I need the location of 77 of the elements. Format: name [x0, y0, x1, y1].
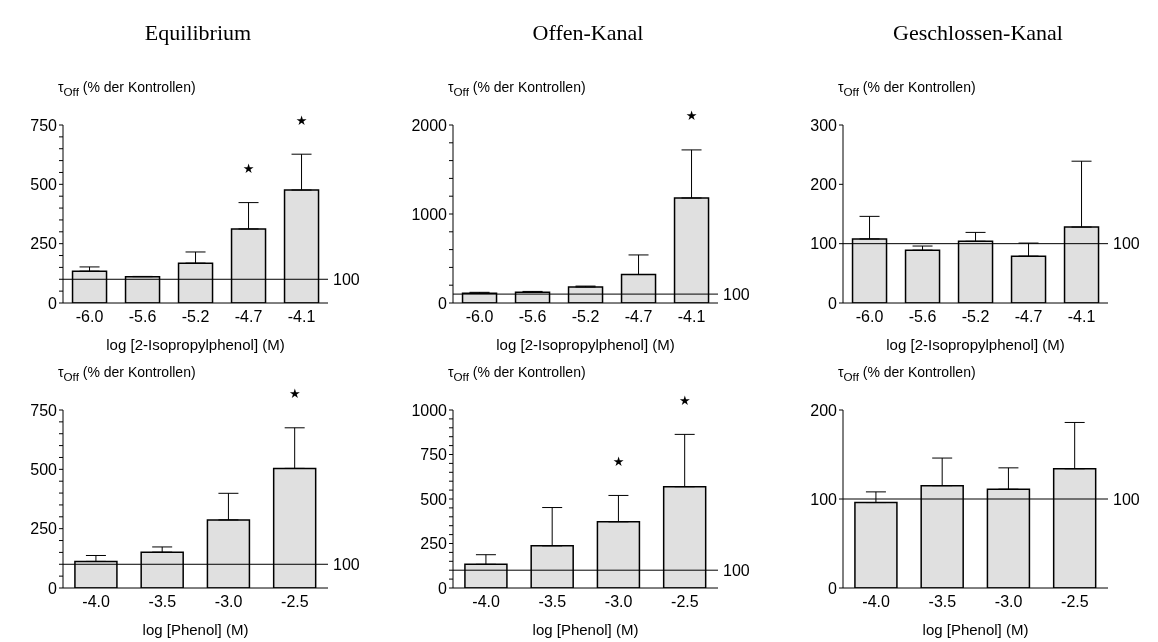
x-tick-label: -3.0 — [994, 593, 1023, 611]
x-axis-title: log [Phenol] (M) — [142, 621, 249, 638]
y-tick-label: 750 — [30, 401, 58, 419]
y-axis-title: τ$_{Off}$ (% der Kontrollen) — [58, 364, 196, 383]
x-tick-label: -6.0 — [75, 308, 104, 326]
y-axis-title: τ$_{Off}$ (% der Kontrollen) — [58, 79, 196, 98]
y-axis-title: τ$_{Off}$ (% der Kontrollen) — [838, 364, 976, 383]
x-tick-label: -4.7 — [234, 308, 263, 326]
x-axis-title: log [2-Isopropylphenol] (M) — [496, 336, 675, 353]
y-tick-label: 0 — [828, 579, 838, 597]
y-tick-label: 200 — [810, 401, 838, 419]
x-tick-label: -3.0 — [604, 593, 633, 611]
x-axis-title: log [2-Isopropylphenol] (M) — [886, 336, 1065, 353]
x-axis-title: log [Phenol] (M) — [922, 621, 1029, 638]
y-axis-title: τ$_{Off}$ (% der Kontrollen) — [838, 79, 976, 98]
y-tick-label: 1000 — [411, 205, 448, 223]
y-tick-label: 0 — [48, 579, 58, 597]
y-tick-label: 0 — [438, 294, 448, 312]
annotation: ★ — [242, 161, 255, 177]
x-tick-label: -6.0 — [465, 308, 494, 326]
chart-title: Geschlossen-Kanal — [892, 20, 1064, 46]
y-tick-label: 500 — [30, 461, 58, 479]
y-tick-label: 750 — [30, 116, 58, 134]
chart-title: Offen-Kanal — [531, 20, 645, 46]
x-tick-label: -4.7 — [624, 308, 653, 326]
y-tick-label: 250 — [420, 535, 448, 553]
chart-title: Equilibrium — [143, 20, 253, 46]
y-tick-label: 2000 — [411, 116, 448, 134]
x-tick-label: -3.5 — [928, 593, 957, 611]
y-tick-label: 250 — [30, 520, 58, 538]
x-tick-label: -4.0 — [82, 593, 111, 611]
y-tick-label: 100 — [810, 490, 838, 508]
x-tick-label: -4.0 — [472, 593, 501, 611]
ref-line-label: 100 — [1113, 235, 1140, 253]
y-tick-label: 300 — [810, 116, 838, 134]
ref-line-label: 100 — [333, 270, 360, 288]
x-axis-title: log [Phenol] (M) — [532, 621, 639, 638]
x-tick-label: -4.7 — [1014, 308, 1043, 326]
x-tick-label: -3.5 — [538, 593, 567, 611]
x-tick-label: -2.5 — [671, 593, 699, 611]
y-tick-label: 500 — [420, 490, 448, 508]
y-tick-label: 1000 — [411, 401, 448, 419]
x-tick-label: -4.1 — [1067, 308, 1096, 326]
y-tick-label: 500 — [30, 176, 58, 194]
y-axis-title: τ$_{Off}$ (% der Kontrollen) — [448, 364, 586, 383]
x-tick-label: -4.1 — [287, 308, 316, 326]
ref-line-label: 100 — [723, 285, 750, 303]
x-axis-title: log [2-Isopropylphenol] (M) — [106, 336, 285, 353]
ref-line-label: 100 — [333, 555, 360, 573]
x-tick-label: -4.0 — [862, 593, 891, 611]
annotation: ★ — [685, 108, 698, 124]
y-tick-label: 100 — [810, 235, 838, 253]
ref-line-label: 100 — [723, 561, 750, 579]
y-tick-label: 0 — [48, 294, 58, 312]
y-tick-label: 250 — [30, 235, 58, 253]
y-tick-label: 0 — [828, 294, 838, 312]
x-tick-label: -5.6 — [128, 308, 157, 326]
y-tick-label: 200 — [810, 176, 838, 194]
ref-line-label: 100 — [1113, 490, 1140, 508]
x-tick-label: -5.2 — [961, 308, 990, 326]
x-tick-label: -6.0 — [855, 308, 884, 326]
annotation: ★ — [679, 392, 691, 408]
y-tick-label: 750 — [420, 446, 448, 464]
annotation: ★ — [612, 453, 625, 469]
x-tick-label: -5.6 — [518, 308, 547, 326]
x-tick-label: -2.5 — [1061, 593, 1089, 611]
x-tick-label: -5.2 — [571, 308, 600, 326]
x-tick-label: -3.5 — [148, 593, 177, 611]
x-tick-label: -5.2 — [181, 308, 210, 326]
x-tick-label: -4.1 — [677, 308, 706, 326]
x-tick-label: -2.5 — [281, 593, 309, 611]
y-axis-title: τ$_{Off}$ (% der Kontrollen) — [448, 79, 586, 98]
annotation: ★ — [295, 112, 308, 128]
annotation: ★ — [289, 386, 301, 402]
x-tick-label: -5.6 — [908, 308, 937, 326]
y-tick-label: 0 — [438, 579, 448, 597]
x-tick-label: -3.0 — [214, 593, 243, 611]
